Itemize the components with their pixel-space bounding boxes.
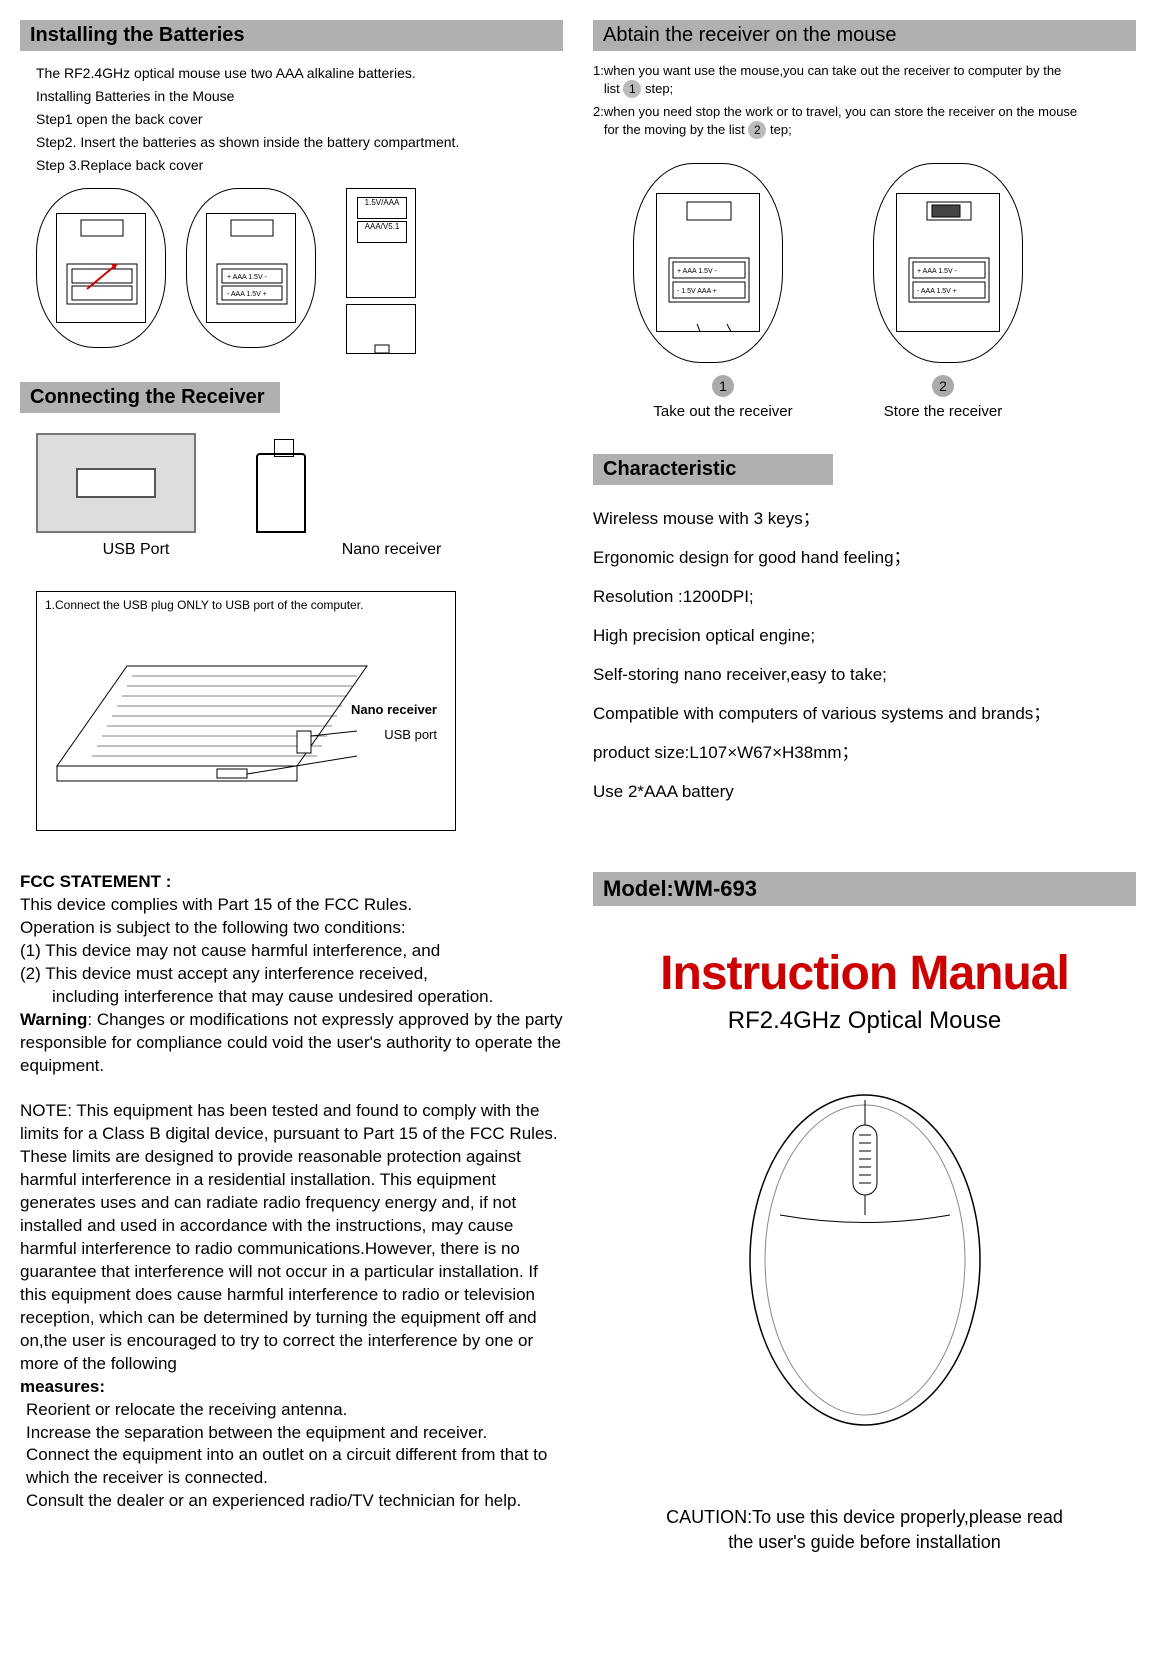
receiver-images <box>36 433 547 533</box>
characteristic-header: Characteristic <box>593 454 833 485</box>
caution-line2: the user's guide before installation <box>593 1530 1136 1555</box>
store-receiver-diagram: + AAA 1.5V - - AAA 1.5V + <box>873 163 1023 363</box>
mouse-compartment: + AAA 1.5V - - AAA 1.5V + <box>206 213 296 324</box>
abtain-header: Abtain the receiver on the mouse <box>593 20 1136 51</box>
measure-item: Increase the separation between the equi… <box>26 1422 563 1445</box>
nano-receiver-label: Nano receiver <box>236 541 547 559</box>
mouse-back-diagram-2: + AAA 1.5V - - AAA 1.5V + <box>186 188 316 348</box>
laptop-nano-label: Nano receiver <box>351 702 437 717</box>
laptop-usb-label: USB port <box>384 727 437 742</box>
receiver-captions: 1 Take out the receiver 2 Store the rece… <box>633 375 1136 420</box>
warning-text: : Changes or modifications not expressly… <box>20 1010 563 1075</box>
caption-num-1: 1 <box>712 375 734 397</box>
measure-item: Connect the equipment into an outlet on … <box>26 1444 563 1490</box>
step-number-1: 1 <box>623 80 641 98</box>
svg-text:- 1.5V AAA +: - 1.5V AAA + <box>677 288 717 295</box>
characteristic-list: Wireless mouse with 3 keys； Ergonomic de… <box>593 499 1136 812</box>
fcc-line: (2) This device must accept any interfer… <box>20 963 563 986</box>
fcc-statement: FCC STATEMENT : This device complies wit… <box>20 871 563 1513</box>
char-item: Wireless mouse with 3 keys； <box>593 499 1136 538</box>
install-steps: The RF2.4GHz optical mouse use two AAA a… <box>36 63 563 176</box>
fcc-note: NOTE: This equipment has been tested and… <box>20 1100 563 1375</box>
fcc-warning: Warning: Changes or modifications not ex… <box>20 1009 563 1078</box>
char-item: product size:L107×W67×H38mm； <box>593 733 1136 772</box>
caption-1: 1 Take out the receiver <box>633 375 813 420</box>
battery-cover-diagram: 1.5V/AAA AAA/V5.1 <box>336 188 416 354</box>
char-item: Self-storing nano receiver,easy to take; <box>593 655 1136 694</box>
connecting-header: Connecting the Receiver <box>20 382 280 413</box>
svg-text:- AAA 1.5V +: - AAA 1.5V + <box>227 291 267 298</box>
receiver-labels: USB Port Nano receiver <box>36 541 547 559</box>
mouse-back-diagram-1 <box>36 188 166 348</box>
svg-text:+ AAA 1.5V -: + AAA 1.5V - <box>677 268 718 275</box>
mouse-compartment <box>56 213 146 324</box>
fcc-line: This device complies with Part 15 of the… <box>20 894 563 917</box>
char-item: Resolution :1200DPI; <box>593 577 1136 616</box>
back-cover <box>346 304 416 354</box>
fcc-heading: FCC STATEMENT : <box>20 871 563 894</box>
left-column: Installing the Batteries The RF2.4GHz op… <box>20 20 563 1555</box>
caption-text-1: Take out the receiver <box>653 403 792 420</box>
page-layout: Installing the Batteries The RF2.4GHz op… <box>20 20 1136 1555</box>
install-line: The RF2.4GHz optical mouse use two AAA a… <box>36 63 563 84</box>
char-item: Use 2*AAA battery <box>593 772 1136 811</box>
right-column: Abtain the receiver on the mouse 1:when … <box>593 20 1136 1555</box>
mouse-compartment: + AAA 1.5V - - AAA 1.5V + <box>896 193 1000 332</box>
take-out-receiver-diagram: + AAA 1.5V - - 1.5V AAA + <box>633 163 783 363</box>
install-line: Step1 open the back cover <box>36 109 563 130</box>
battery-diagrams: + AAA 1.5V - - AAA 1.5V + 1.5V/AAA AAA/V… <box>36 188 563 354</box>
receiver-diagrams: + AAA 1.5V - - 1.5V AAA + + AAA <box>633 163 1136 363</box>
battery-cell-top: 1.5V/AAA <box>357 197 407 219</box>
measures-label: measures: <box>20 1376 563 1399</box>
usb-port-diagram <box>36 433 196 533</box>
abtain-text: 1:when you want use the mouse,you can ta… <box>593 63 1136 139</box>
install-line: Step2. Insert the batteries as shown ins… <box>36 132 563 153</box>
install-line: Step 3.Replace back cover <box>36 155 563 176</box>
laptop-svg <box>37 616 456 826</box>
caption-text-2: Store the receiver <box>884 403 1002 420</box>
usb-slot <box>76 468 156 498</box>
measure-item: Reorient or relocate the receiving anten… <box>26 1399 563 1422</box>
char-item: Compatible with computers of various sys… <box>593 694 1136 733</box>
fcc-line: including interference that may cause un… <box>52 986 563 1009</box>
product-illustration <box>725 1075 1005 1435</box>
warning-label: Warning <box>20 1010 87 1029</box>
caution-line1: CAUTION:To use this device properly,plea… <box>593 1505 1136 1530</box>
svg-text:- AAA 1.5V +: - AAA 1.5V + <box>917 288 957 295</box>
char-item: High precision optical engine; <box>593 616 1136 655</box>
char-item: Ergonomic design for good hand feeling； <box>593 538 1136 577</box>
caption-2: 2 Store the receiver <box>853 375 1033 420</box>
caption-num-2: 2 <box>932 375 954 397</box>
battery-cell-bot: AAA/V5.1 <box>357 221 407 243</box>
step-number-2: 2 <box>748 121 766 139</box>
abtain-line2: 2:when you need stop the work or to trav… <box>593 104 1136 139</box>
usb-port-label: USB Port <box>36 541 236 559</box>
nano-receiver-diagram <box>256 453 306 533</box>
svg-text:+ AAA 1.5V -: + AAA 1.5V - <box>227 274 268 281</box>
mouse-compartment: + AAA 1.5V - - 1.5V AAA + <box>656 193 760 332</box>
measure-item: Consult the dealer or an experienced rad… <box>26 1490 563 1513</box>
model-header: Model:WM-693 <box>593 872 1136 906</box>
fcc-line: Operation is subject to the following tw… <box>20 917 563 940</box>
laptop-caption: 1.Connect the USB plug ONLY to USB port … <box>45 598 447 612</box>
fcc-line: (1) This device may not cause harmful in… <box>20 940 563 963</box>
abtain-line1: 1:when you want use the mouse,you can ta… <box>593 63 1136 98</box>
installing-header: Installing the Batteries <box>20 20 563 51</box>
manual-subtitle: RF2.4GHz Optical Mouse <box>593 1007 1136 1035</box>
battery-cells: 1.5V/AAA AAA/V5.1 <box>346 188 416 298</box>
laptop-diagram: 1.Connect the USB plug ONLY to USB port … <box>36 591 456 831</box>
manual-title: Instruction Manual <box>593 946 1136 1001</box>
install-line: Installing Batteries in the Mouse <box>36 86 563 107</box>
caution-text: CAUTION:To use this device properly,plea… <box>593 1505 1136 1555</box>
svg-text:+ AAA 1.5V -: + AAA 1.5V - <box>917 268 958 275</box>
